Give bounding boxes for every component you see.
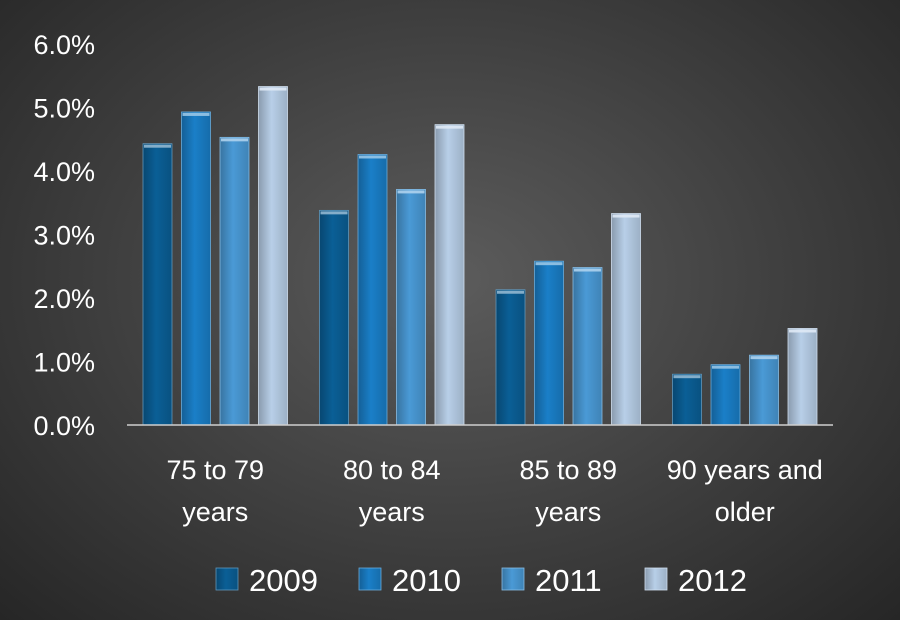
bar-highlight xyxy=(259,87,287,91)
legend-swatch-2011 xyxy=(501,567,525,591)
bars xyxy=(142,86,818,426)
bar-highlight xyxy=(436,125,463,129)
bar-highlight xyxy=(397,190,425,194)
legend-swatch-2009 xyxy=(215,567,239,591)
legend-swatch-2012 xyxy=(644,567,668,591)
bar-highlight xyxy=(144,144,171,148)
bar-2011-3 xyxy=(749,354,779,426)
bar-2011-1 xyxy=(396,189,426,426)
bar-2012-0 xyxy=(258,86,288,426)
bar-highlight xyxy=(182,112,210,116)
bar-2010-2 xyxy=(534,260,564,426)
bar-highlight xyxy=(789,329,816,333)
bar-2011-2 xyxy=(572,267,603,426)
x-category-label: years xyxy=(359,497,425,527)
bar-2010-3 xyxy=(710,364,741,426)
bar-highlight xyxy=(535,262,563,266)
legend-label-2011: 2011 xyxy=(535,563,602,598)
bar-highlight xyxy=(497,290,524,294)
y-axis: 0.0% 1.0% 2.0% 3.0% 4.0% 5.0% 6.0% xyxy=(33,30,95,441)
bar-2009-3 xyxy=(672,373,702,426)
legend-swatch-2010 xyxy=(358,567,382,591)
bar-2010-0 xyxy=(181,111,211,426)
y-tick-label: 3.0% xyxy=(33,221,95,251)
bar-2012-2 xyxy=(611,213,641,426)
bar-highlight xyxy=(750,356,778,360)
y-tick-label: 4.0% xyxy=(33,157,95,187)
x-category-label: 75 to 79 xyxy=(166,455,264,485)
x-axis: 75 to 79 years 80 to 84 years 85 to 89 years 9… xyxy=(166,455,822,527)
y-tick-label: 2.0% xyxy=(33,284,95,314)
x-category-label: 80 to 84 xyxy=(343,455,441,485)
y-tick-label: 0.0% xyxy=(33,411,95,441)
x-category-label: years xyxy=(182,497,248,527)
bar-highlight xyxy=(359,155,386,159)
bar-highlight xyxy=(221,138,248,142)
y-tick-label: 5.0% xyxy=(33,94,95,124)
x-category-label: older xyxy=(715,497,775,527)
y-tick-label: 6.0% xyxy=(33,30,95,60)
bar-2009-1 xyxy=(319,209,349,426)
bar-2012-1 xyxy=(434,124,465,426)
bar-2010-1 xyxy=(357,154,388,426)
bar-highlight xyxy=(320,211,348,215)
bar-highlight xyxy=(673,375,701,379)
bar-2012-3 xyxy=(787,328,818,426)
legend-label-2012: 2012 xyxy=(678,563,747,598)
x-category-label: 90 years and xyxy=(667,455,823,485)
bar-2009-0 xyxy=(142,143,173,426)
bar-2009-2 xyxy=(495,289,526,426)
bar-highlight xyxy=(574,268,601,272)
bar-highlight xyxy=(612,214,640,218)
x-category-label: 85 to 89 xyxy=(519,455,617,485)
bar-highlight xyxy=(712,365,739,369)
bar-2011-0 xyxy=(219,136,250,426)
legend-label-2010: 2010 xyxy=(392,563,461,598)
legend-label-2009: 2009 xyxy=(249,563,318,598)
x-category-label: years xyxy=(535,497,601,527)
legend: 2009 2010 2011 2012 xyxy=(215,563,747,598)
y-tick-label: 1.0% xyxy=(33,348,95,378)
